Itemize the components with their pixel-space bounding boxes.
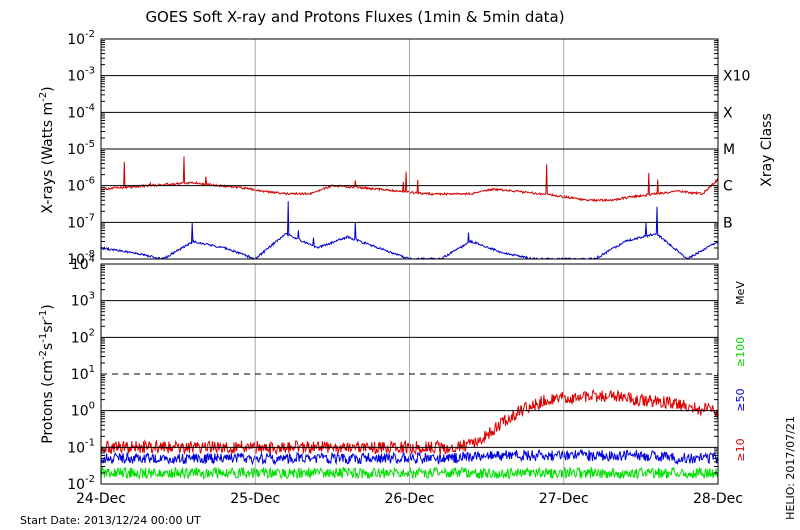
x-tick-label: 28-Dec (693, 491, 743, 507)
proton-legend-label: ≥10 (734, 438, 747, 461)
y-tick-label: 10-1 (67, 437, 95, 456)
xray-class-label: X (723, 105, 733, 121)
y-tick-label: 10-7 (67, 212, 95, 231)
y-tick-label: 10-4 (67, 102, 95, 121)
y-tick-label: 10-8 (67, 249, 95, 268)
xray-class-label: X10 (723, 69, 750, 85)
y-tick-label: 10-6 (67, 176, 95, 195)
proton-legend-label: ≥50 (734, 388, 747, 411)
xray-class-label: M (723, 142, 735, 158)
y-tick-label: 101 (71, 364, 95, 383)
y-tick-label: 10-3 (67, 66, 95, 85)
xray-class-labels: X10 X M C B (723, 69, 750, 232)
x-tick-label: 25-Dec (230, 491, 280, 507)
xray-frame (100, 38, 719, 260)
y-tick-label: 100 (71, 401, 95, 420)
credit-label: HELIO: 2017/07/21 (784, 416, 797, 520)
x-tick-label: 27-Dec (539, 491, 589, 507)
proton-legend: ≥100 ≥50 ≥10 (734, 337, 747, 462)
proton-panel: 104 103 102 101 100 10-1 10-2 ≥100 ≥50 ≥10 MeV P… (38, 254, 747, 507)
xray-panel: 10-2 10-3 10-4 10-5 10-6 10-7 10-8 X10 X M C B Xra… (38, 29, 775, 268)
proton-y-ticks: 104 103 102 101 100 10-1 10-2 (67, 254, 718, 493)
x-tick-labels: 24-Dec 25-Dec 26-Dec 27-Dec 28-Dec (76, 491, 743, 507)
y-tick-label: 10-2 (67, 474, 95, 493)
xray-y-ticks: 10-2 10-3 10-4 10-5 10-6 10-7 10-8 (67, 29, 718, 268)
y-tick-label: 10-2 (67, 29, 95, 48)
xray-class-label: C (723, 179, 733, 195)
y-tick-label: 104 (71, 254, 95, 273)
xray-class-axis-label: Xray Class (759, 113, 775, 187)
xray-y-axis-label: X-rays (Watts m-2) (38, 86, 56, 213)
y-tick-label: 102 (71, 327, 95, 346)
xray-grid (101, 39, 718, 259)
x-tick-label: 24-Dec (76, 491, 126, 507)
x-tick-label: 26-Dec (385, 491, 435, 507)
proton-frame (100, 263, 719, 485)
start-date-label: Start Date: 2013/12/24 00:00 UT (20, 514, 201, 527)
proton-grid (101, 264, 718, 484)
chart-title: GOES Soft X-ray and Protons Fluxes (1min… (145, 8, 564, 26)
xray-class-label: B (723, 215, 733, 231)
y-tick-label: 103 (71, 291, 95, 310)
energy-unit-label: MeV (734, 281, 747, 305)
y-tick-label: 10-5 (67, 139, 95, 158)
proton-legend-label: ≥100 (734, 337, 747, 367)
proton-y-axis-label: Protons (cm-2s-1sr-1) (38, 304, 56, 443)
